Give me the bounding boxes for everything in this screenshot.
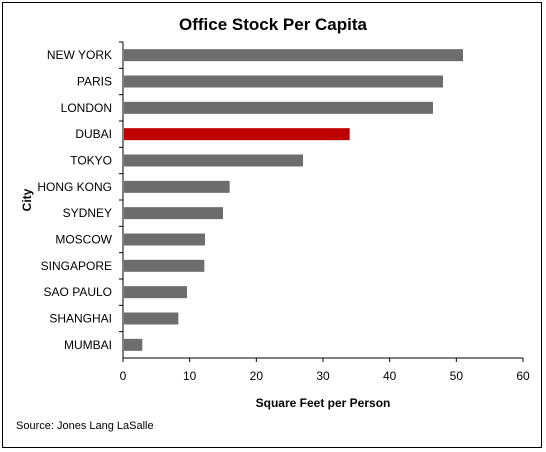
y-tick-label: DUBAI xyxy=(75,127,112,141)
x-tick-label: 40 xyxy=(383,369,397,383)
bar-moscow xyxy=(124,233,205,246)
x-axis: 0 10 20 30 40 50 60 xyxy=(120,357,530,383)
y-tick-label: SYDNEY xyxy=(63,206,112,220)
y-tick-label: SAO PAULO xyxy=(44,285,112,299)
y-tick-label: MUMBAI xyxy=(64,338,112,352)
x-tick-label: 20 xyxy=(250,369,264,383)
y-tick-label: PARIS xyxy=(77,75,112,89)
y-tick-label: NEW YORK xyxy=(47,48,112,62)
bar-dubai xyxy=(124,128,350,141)
bar-tokyo xyxy=(124,154,303,167)
y-tick-labels: NEW YORK PARIS LONDON DUBAI TOKYO HONG KONG SY… xyxy=(37,48,112,352)
y-axis xyxy=(119,41,124,358)
x-axis-title: Square Feet per Person xyxy=(256,396,391,410)
bars-group xyxy=(124,49,463,351)
bar-sao-paulo xyxy=(124,286,187,299)
bar-new-york xyxy=(124,49,463,62)
bar-mumbai xyxy=(124,338,143,351)
x-tick-label: 0 xyxy=(120,369,127,383)
bar-sydney xyxy=(124,207,223,220)
bar-shanghai xyxy=(124,312,179,325)
x-tick-label: 50 xyxy=(450,369,464,383)
y-axis-title: City xyxy=(20,188,34,211)
bar-paris xyxy=(124,75,443,88)
x-tick-label: 10 xyxy=(183,369,197,383)
y-tick-label: HONG KONG xyxy=(37,180,112,194)
x-tick-label: 30 xyxy=(316,369,330,383)
y-tick-label: SINGAPORE xyxy=(41,259,112,273)
bar-london xyxy=(124,101,433,114)
source-note: Source: Jones Lang LaSalle xyxy=(16,420,154,432)
y-tick-label: SHANGHAI xyxy=(49,312,112,326)
bar-singapore xyxy=(124,259,205,272)
x-tick-label: 60 xyxy=(516,369,530,383)
bar-hong-kong xyxy=(124,180,230,193)
chart-title: Office Stock Per Capita xyxy=(178,15,367,34)
y-tick-label: MOSCOW xyxy=(55,233,112,247)
y-tick-label: TOKYO xyxy=(70,154,112,168)
y-tick-label: LONDON xyxy=(61,101,112,115)
